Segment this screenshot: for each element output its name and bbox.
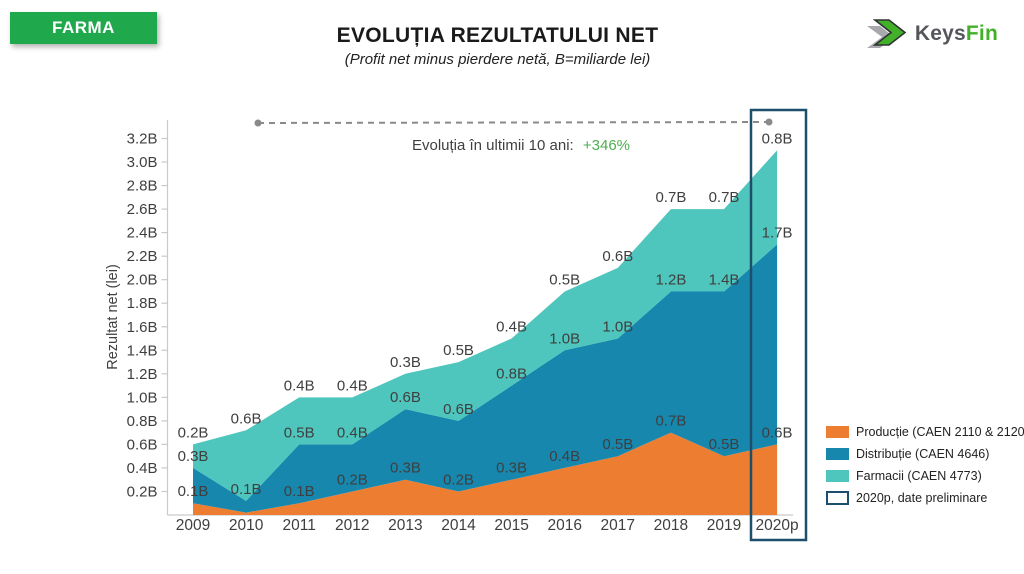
x-tick-label: 2016 — [547, 517, 581, 534]
keysfin-logo-text: KeysFin — [915, 22, 998, 46]
chart-header: EVOLUȚIA REZULTATULUI NET (Profit net mi… — [185, 24, 810, 68]
legend-label: Distribuție (CAEN 4646) — [856, 447, 990, 461]
y-tick-label: 1.0B — [127, 389, 158, 406]
data-label-productie: 0.5B — [602, 436, 633, 453]
y-tick-label: 1.4B — [127, 342, 158, 359]
data-label-farmacii: 0.6B — [231, 410, 262, 427]
data-label-distributie: 0.6B — [390, 389, 421, 406]
page-title: EVOLUȚIA REZULTATULUI NET — [336, 24, 659, 47]
data-label-productie: 0.3B — [496, 460, 527, 477]
data-label-distributie: 1.0B — [549, 330, 580, 347]
data-label-distributie: 0.1B — [231, 481, 262, 498]
legend-swatch-productie — [826, 426, 849, 438]
data-label-productie: 0.6B — [762, 424, 793, 441]
keysfin-logo: KeysFin — [866, 18, 998, 50]
data-label-productie: 0.3B — [390, 460, 421, 477]
data-label-productie: 0.2B — [337, 472, 368, 489]
y-tick-label: 2.2B — [127, 248, 158, 265]
highlight-box-2020p — [749, 108, 808, 542]
data-label-farmacii: 0.7B — [655, 189, 686, 206]
farma-badge: FARMA — [10, 12, 157, 44]
legend-label: 2020p, date preliminare — [856, 491, 988, 505]
x-tick-label: 2017 — [601, 517, 635, 534]
y-tick-label: 2.4B — [127, 225, 158, 242]
logo-text-keys: Keys — [914, 22, 966, 45]
data-label-farmacii: 0.2B — [178, 424, 209, 441]
legend-item-farmacii: Farmacii (CAEN 4773) — [826, 469, 1024, 483]
data-label-distributie: 0.8B — [496, 366, 527, 383]
page-subtitle: (Profit net minus pierdere netă, B=milia… — [344, 51, 651, 68]
y-tick-label: 0.2B — [127, 484, 158, 501]
x-tick-label: 2018 — [654, 517, 688, 534]
net-result-area-chart: Rezultat net (lei) Evoluția în ultimii 1… — [105, 108, 808, 542]
legend-swatch-distributie — [826, 448, 849, 460]
data-label-farmacii: 0.5B — [443, 342, 474, 359]
data-label-productie: 0.5B — [709, 436, 740, 453]
data-label-farmacii: 0.3B — [390, 354, 421, 371]
data-label-distributie: 1.2B — [655, 272, 686, 289]
data-label-productie: 0.1B — [178, 483, 209, 500]
y-tick-label: 0.6B — [127, 436, 158, 453]
evolution-dashed-line — [257, 121, 770, 124]
keysfin-chevron-icon — [866, 19, 907, 48]
y-tick-label: 1.2B — [127, 366, 158, 383]
x-tick-label: 2010 — [229, 517, 264, 534]
x-tick-label: 2020p — [756, 517, 799, 534]
dashed-line-start-dot — [254, 119, 262, 127]
data-label-distributie: 1.4B — [709, 272, 740, 289]
annotation-main: Evoluția în ultimii 10 ani: — [412, 137, 574, 154]
y-tick-label: 3.2B — [127, 131, 158, 148]
y-tick-label: 2.8B — [127, 178, 158, 195]
data-label-farmacii: 0.6B — [602, 248, 633, 265]
area-distributie — [193, 244, 778, 513]
x-tick-label: 2019 — [707, 517, 741, 534]
x-tick-label: 2013 — [388, 517, 422, 534]
data-label-productie: 0.7B — [655, 413, 686, 430]
data-label-farmacii: 0.4B — [337, 377, 368, 394]
data-label-distributie: 0.5B — [284, 424, 315, 441]
y-axis-title: Rezultat net (lei) — [105, 264, 121, 370]
legend-item-2020p: 2020p, date preliminare — [826, 491, 1024, 505]
legend-item-productie: Producție (CAEN 2110 & 2120) — [826, 425, 1024, 439]
legend-swatch-farmacii — [826, 470, 849, 482]
data-label-distributie: 0.3B — [178, 448, 209, 465]
data-label-productie: 0.4B — [549, 448, 580, 465]
data-label-distributie: 0.4B — [337, 424, 368, 441]
y-tick-label: 1.8B — [127, 295, 158, 312]
x-tick-label: 2012 — [335, 517, 369, 534]
y-tick-label: 2.6B — [127, 201, 158, 218]
area-farmacii — [193, 150, 778, 501]
legend-swatch-2020p — [826, 491, 849, 505]
data-label-farmacii: 0.5B — [549, 272, 580, 289]
data-label-distributie: 0.6B — [443, 401, 474, 418]
data-label-distributie: 1.7B — [762, 224, 793, 241]
x-tick-label: 2014 — [441, 517, 476, 534]
x-tick-label: 2009 — [176, 517, 210, 534]
legend-label: Producție (CAEN 2110 & 2120) — [856, 425, 1024, 439]
logo-text-fin: Fin — [965, 22, 998, 45]
data-label-farmacii: 0.4B — [284, 377, 315, 394]
y-tick-label: 0.8B — [127, 413, 158, 430]
legend-item-distributie: Distribuție (CAEN 4646) — [826, 447, 1024, 461]
data-label-farmacii: 0.7B — [709, 189, 740, 206]
data-label-farmacii: 0.8B — [762, 130, 793, 147]
y-tick-label: 0.4B — [127, 460, 158, 477]
y-tick-label: 1.6B — [127, 319, 158, 336]
y-tick-label: 3.0B — [127, 154, 158, 171]
annotation-highlight: +346% — [583, 137, 630, 154]
x-tick-label: 2011 — [283, 517, 316, 534]
x-tick-label: 2015 — [494, 517, 528, 534]
annotation-text: Evoluția în ultimii 10 ani: +346% — [412, 137, 630, 154]
chart-legend: Producție (CAEN 2110 & 2120) Distribuție… — [826, 425, 1024, 505]
y-tick-label: 2.0B — [127, 272, 158, 289]
dashed-line-end-dot — [765, 118, 773, 126]
data-label-productie: 0.1B — [284, 483, 315, 500]
legend-label: Farmacii (CAEN 4773) — [856, 469, 982, 483]
data-label-distributie: 1.0B — [602, 319, 633, 336]
data-label-productie: 0.2B — [443, 472, 474, 489]
area-productie — [193, 432, 778, 515]
data-label-farmacii: 0.4B — [496, 319, 527, 336]
